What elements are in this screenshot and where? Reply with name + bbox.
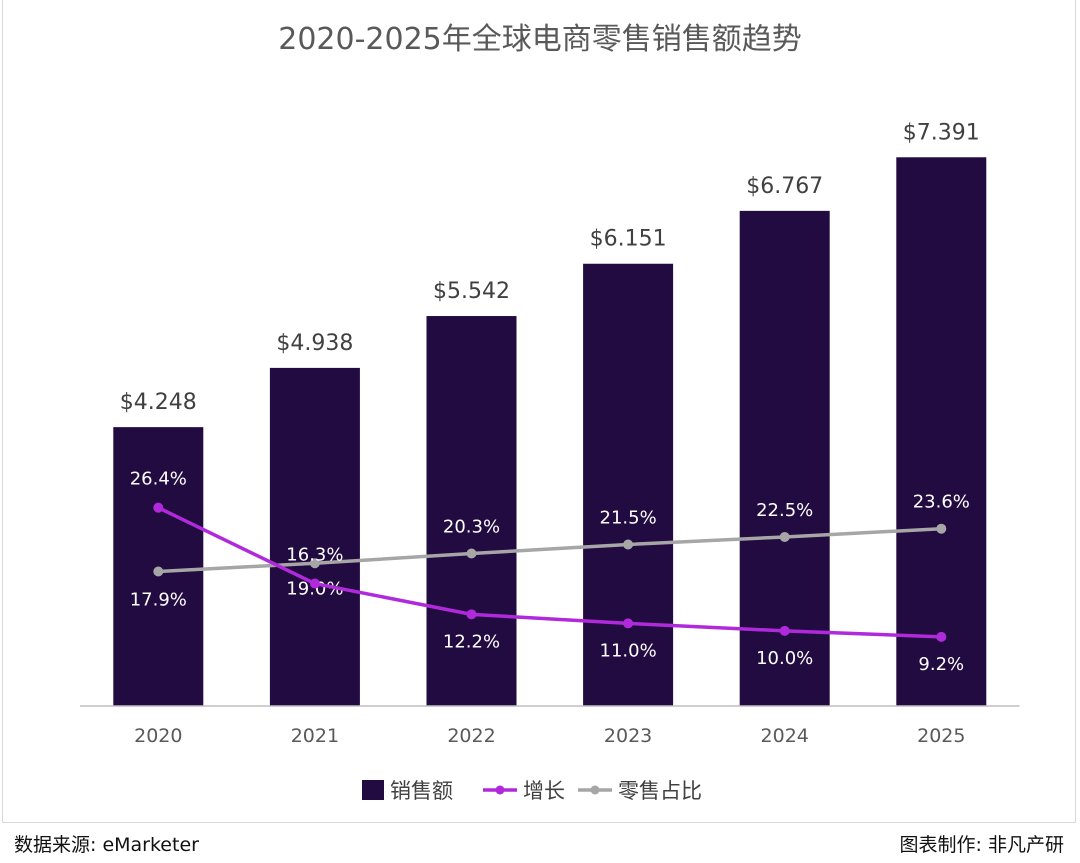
legend-swatch-sales — [362, 780, 384, 800]
legend-marker-share — [590, 785, 600, 795]
growth-point — [623, 618, 634, 629]
bar-label: $4.248 — [120, 390, 197, 415]
growth-data-label: 16.3% — [286, 544, 343, 565]
growth-data-label: 26.4% — [130, 469, 187, 490]
legend-marker-growth — [495, 785, 505, 795]
x-tick-label: 2023 — [604, 725, 652, 747]
share-point — [623, 539, 634, 550]
share-point — [936, 523, 947, 534]
growth-data-label: 11.0% — [600, 640, 657, 661]
share-line — [158, 526, 942, 574]
share-data-label: 23.6% — [913, 492, 970, 513]
share-data-label: 21.5% — [600, 507, 657, 528]
chart-frame — [2, 0, 1076, 823]
growth-point — [153, 502, 164, 513]
bar-label: $5.542 — [433, 279, 510, 304]
x-tick-label: 2025 — [917, 725, 965, 747]
bar-2023 — [583, 263, 674, 706]
bar-2022 — [426, 316, 517, 706]
share-data-label: 20.3% — [443, 516, 500, 537]
growth-point — [466, 609, 477, 620]
source-note: 数据来源: eMarketer — [14, 834, 199, 856]
bar-2025 — [896, 157, 987, 707]
legend-label-sales: 销售额 — [390, 779, 453, 803]
growth-line — [157, 506, 942, 639]
bar-label: $7.391 — [903, 120, 980, 145]
growth-data-label: 10.0% — [756, 648, 813, 669]
share-data-label: 19.0% — [286, 579, 343, 600]
share-point — [309, 558, 320, 569]
growth-point — [779, 625, 790, 636]
growth-data-label: 9.2% — [918, 654, 964, 675]
legend-label-share: 零售占比 — [618, 779, 702, 803]
x-tick-label: 2024 — [761, 725, 809, 747]
bar-label: $6.767 — [746, 174, 823, 199]
share-point — [779, 531, 790, 542]
x-tick-label: 2021 — [291, 725, 339, 747]
share-point — [153, 566, 164, 577]
growth-point — [309, 578, 320, 589]
bar-label: $4.938 — [276, 331, 353, 356]
growth-data-label: 12.2% — [443, 631, 500, 652]
share-data-label: 17.9% — [130, 590, 187, 611]
bar-label: $6.151 — [590, 227, 667, 252]
share-data-label: 22.5% — [756, 500, 813, 521]
chart-title: 2020-2025年全球电商零售销售额趋势 — [278, 22, 802, 57]
legend-label-growth: 增长 — [523, 779, 565, 803]
share-point — [466, 548, 477, 559]
x-tick-label: 2022 — [447, 725, 495, 747]
growth-point — [936, 631, 947, 642]
credit-note: 图表制作: 非凡产研 — [899, 834, 1064, 856]
bar-2021 — [269, 367, 360, 706]
x-tick-label: 2020 — [134, 725, 182, 747]
bar-2024 — [739, 210, 830, 706]
